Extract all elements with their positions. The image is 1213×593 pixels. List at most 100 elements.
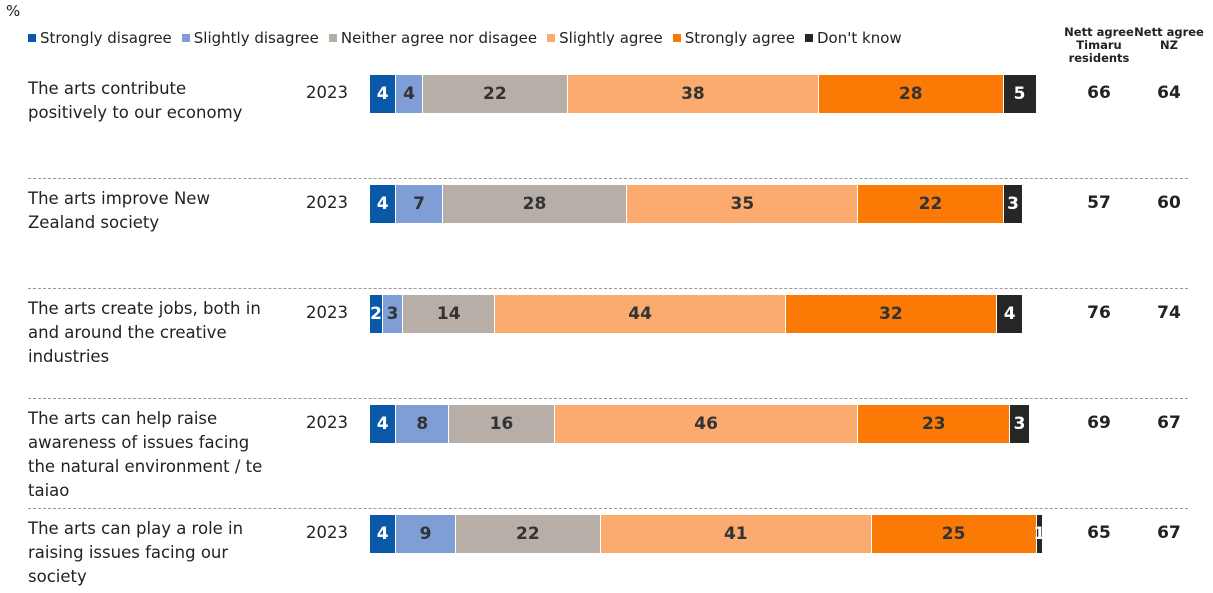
legend-item: Slightly agree <box>547 29 663 47</box>
data-label: 23 <box>921 414 946 434</box>
nett-value: 69 <box>1087 413 1111 433</box>
period-label: 2023 <box>306 303 348 322</box>
bar-segment: 14 <box>403 295 496 333</box>
nett-value: 67 <box>1157 523 1181 543</box>
nett-value: 66 <box>1087 83 1111 103</box>
legend-item: Don't know <box>805 29 902 47</box>
legend-label: Neither agree nor disagee <box>340 29 538 47</box>
bar-segment: 4 <box>396 75 423 113</box>
legend-label: Strongly disagree <box>40 29 172 47</box>
nett-value: 76 <box>1087 303 1111 323</box>
bar-segment: 28 <box>442 185 628 223</box>
category-label: The arts create jobs, both in and around… <box>28 299 261 366</box>
period-label: 2023 <box>306 523 348 542</box>
data-label: 35 <box>730 194 755 214</box>
bar-segment: 1 <box>1033 515 1045 553</box>
data-label: 4 <box>376 414 389 434</box>
nett-value: 57 <box>1087 193 1111 213</box>
legend-swatch <box>181 34 190 42</box>
data-label: 14 <box>436 304 461 324</box>
bar-segment: 22 <box>858 185 1004 223</box>
data-label: 44 <box>628 304 652 324</box>
bar-segment: 4 <box>370 405 397 443</box>
data-label: 4 <box>376 524 389 544</box>
legend-label: Slightly disagree <box>193 29 319 47</box>
bar-segment: 22 <box>455 515 601 553</box>
bar-segment: 35 <box>627 185 859 223</box>
legend-item: Strongly disagree <box>28 29 172 47</box>
legend: Strongly disagree Slightly disagree Neithe… <box>28 29 902 47</box>
data-label: 46 <box>694 414 718 434</box>
data-label: 8 <box>416 414 429 434</box>
period-label: 2023 <box>306 413 348 432</box>
row-separator <box>28 398 1188 399</box>
category-label: The arts contribute positively to our ec… <box>28 79 243 122</box>
legend-label: Don't know <box>817 29 902 47</box>
legend-swatch <box>328 34 337 42</box>
bar-segment: 9 <box>396 515 456 553</box>
legend-item: Strongly agree <box>672 29 795 47</box>
bar-segment: 25 <box>871 515 1037 553</box>
bar-segment: 38 <box>568 75 819 113</box>
nett-value: 74 <box>1157 303 1181 323</box>
legend-item: Slightly disagree <box>181 29 319 47</box>
data-label: 3 <box>1013 414 1026 434</box>
column-header: Nett agree NZ <box>1134 25 1204 52</box>
bar-segment: 22 <box>422 75 568 113</box>
bar-segment: 46 <box>554 405 859 443</box>
bar-segment: 23 <box>858 405 1011 443</box>
bar-segment: 5 <box>1003 75 1037 113</box>
data-label: 9 <box>419 524 432 544</box>
data-label: 38 <box>681 84 705 104</box>
bar-segment: 3 <box>1003 185 1024 223</box>
bar-segment: 4 <box>370 75 397 113</box>
legend-label: Slightly agree <box>559 29 663 47</box>
data-label: 2 <box>370 304 383 324</box>
column-header: Nett agree Timaru residents <box>1064 25 1134 65</box>
data-label: 16 <box>489 414 514 434</box>
data-label: 5 <box>1013 84 1026 104</box>
period-label: 2023 <box>306 193 348 212</box>
bar-segment: 3 <box>383 295 403 333</box>
chart-title: % <box>6 2 21 20</box>
data-label: 4 <box>376 84 389 104</box>
bar-segment: 3 <box>1010 405 1030 443</box>
data-label: 22 <box>483 84 507 104</box>
bar-segment: 44 <box>495 295 786 333</box>
data-label: 41 <box>723 524 748 544</box>
category-label: The arts improve New Zealand society <box>28 189 210 232</box>
nett-value: 67 <box>1157 413 1181 433</box>
period-label: 2023 <box>306 83 348 102</box>
nett-value: 64 <box>1157 83 1181 103</box>
bar-segment: 8 <box>396 405 450 443</box>
row-separator <box>28 178 1188 179</box>
legend-swatch <box>28 34 36 42</box>
data-label: 25 <box>941 524 966 544</box>
data-label: 1 <box>1033 524 1046 544</box>
bar-segment: 28 <box>818 75 1004 113</box>
data-label: 4 <box>403 84 415 104</box>
data-label: 22 <box>516 524 540 544</box>
data-label: 28 <box>522 194 547 214</box>
category-label: The arts can play a role in raising issu… <box>28 519 244 586</box>
bar-segment: 7 <box>396 185 443 223</box>
bar-segment: 41 <box>601 515 872 553</box>
legend-swatch <box>547 34 556 42</box>
data-label: 3 <box>1007 194 1019 214</box>
row-separator <box>28 508 1188 509</box>
bar-segment: 4 <box>370 515 397 553</box>
data-label: 3 <box>386 304 399 324</box>
category-label: The arts can help raise awareness of iss… <box>28 409 263 500</box>
data-label: 4 <box>376 194 389 214</box>
legend-swatch <box>805 34 813 42</box>
legend-item: Neither agree nor disagee <box>328 29 538 47</box>
bar-segment: 16 <box>449 405 555 443</box>
row-separator <box>28 288 1188 289</box>
data-label: 32 <box>879 304 903 324</box>
bar-segment: 4 <box>997 295 1024 333</box>
legend-swatch <box>672 34 681 42</box>
data-label: 7 <box>413 194 425 214</box>
bar-segment: 4 <box>370 185 397 223</box>
nett-value: 60 <box>1157 193 1181 213</box>
